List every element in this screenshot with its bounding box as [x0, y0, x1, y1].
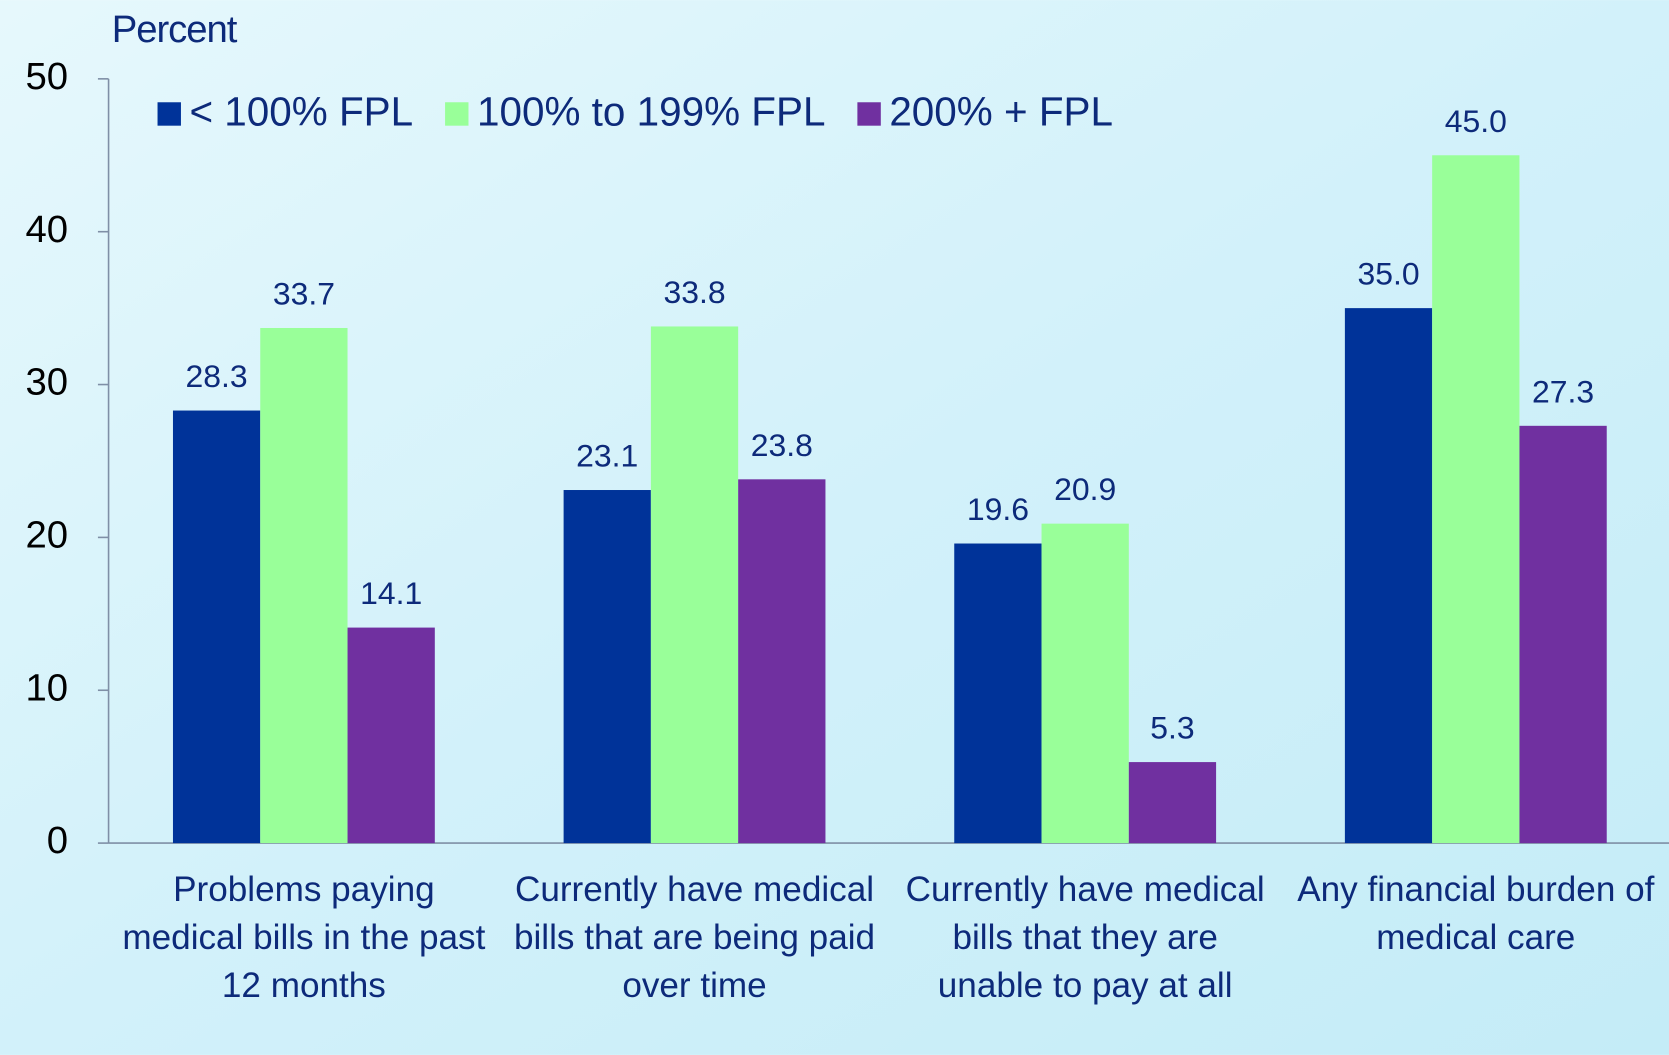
value-label: 23.8 — [751, 427, 813, 463]
x-tick-label: Any financial burden of medical care — [1297, 870, 1654, 957]
value-label: 14.1 — [360, 575, 422, 611]
legend-swatch — [857, 102, 881, 126]
bar — [172, 410, 261, 844]
value-label: 45.0 — [1445, 103, 1507, 139]
y-tick-label: 0 — [47, 819, 68, 862]
bar — [563, 490, 651, 844]
x-tick-label: Currently have medical bills that they ar… — [906, 870, 1265, 1005]
bar — [954, 543, 1042, 844]
value-label: 23.1 — [576, 438, 638, 474]
x-tick-label: Currently have medical bills that are bei… — [514, 870, 875, 1005]
value-label: 33.7 — [273, 276, 335, 312]
value-label: 33.8 — [663, 274, 725, 310]
y-tick-label: 40 — [26, 208, 69, 251]
x-tick-label: Problems paying medical bills in the past… — [122, 870, 485, 1005]
legend-swatch — [157, 102, 181, 126]
bar — [347, 627, 435, 844]
value-label: 35.0 — [1357, 256, 1419, 292]
legend-swatch — [445, 102, 469, 126]
value-label: 19.6 — [967, 491, 1029, 527]
y-axis-label: Percent — [112, 8, 238, 51]
y-tick-label: 10 — [26, 666, 69, 709]
bar — [1344, 308, 1433, 844]
legend-label: < 100% FPL — [189, 89, 413, 135]
y-tick-label: 30 — [26, 361, 69, 404]
bar — [1519, 425, 1607, 844]
value-label: 28.3 — [186, 358, 248, 394]
value-label: 20.9 — [1054, 471, 1116, 507]
value-label: 5.3 — [1150, 710, 1194, 746]
bar — [1041, 523, 1129, 844]
bar — [1128, 762, 1217, 844]
y-tick-label: 20 — [26, 514, 69, 557]
bar — [650, 326, 739, 844]
bar — [738, 479, 826, 844]
legend-label: 200% + FPL — [889, 89, 1113, 135]
legend-label: 100% to 199% FPL — [477, 89, 825, 135]
y-tick-label: 50 — [26, 55, 69, 98]
bar — [260, 327, 348, 844]
bar — [1432, 155, 1520, 844]
value-label: 27.3 — [1532, 373, 1594, 409]
